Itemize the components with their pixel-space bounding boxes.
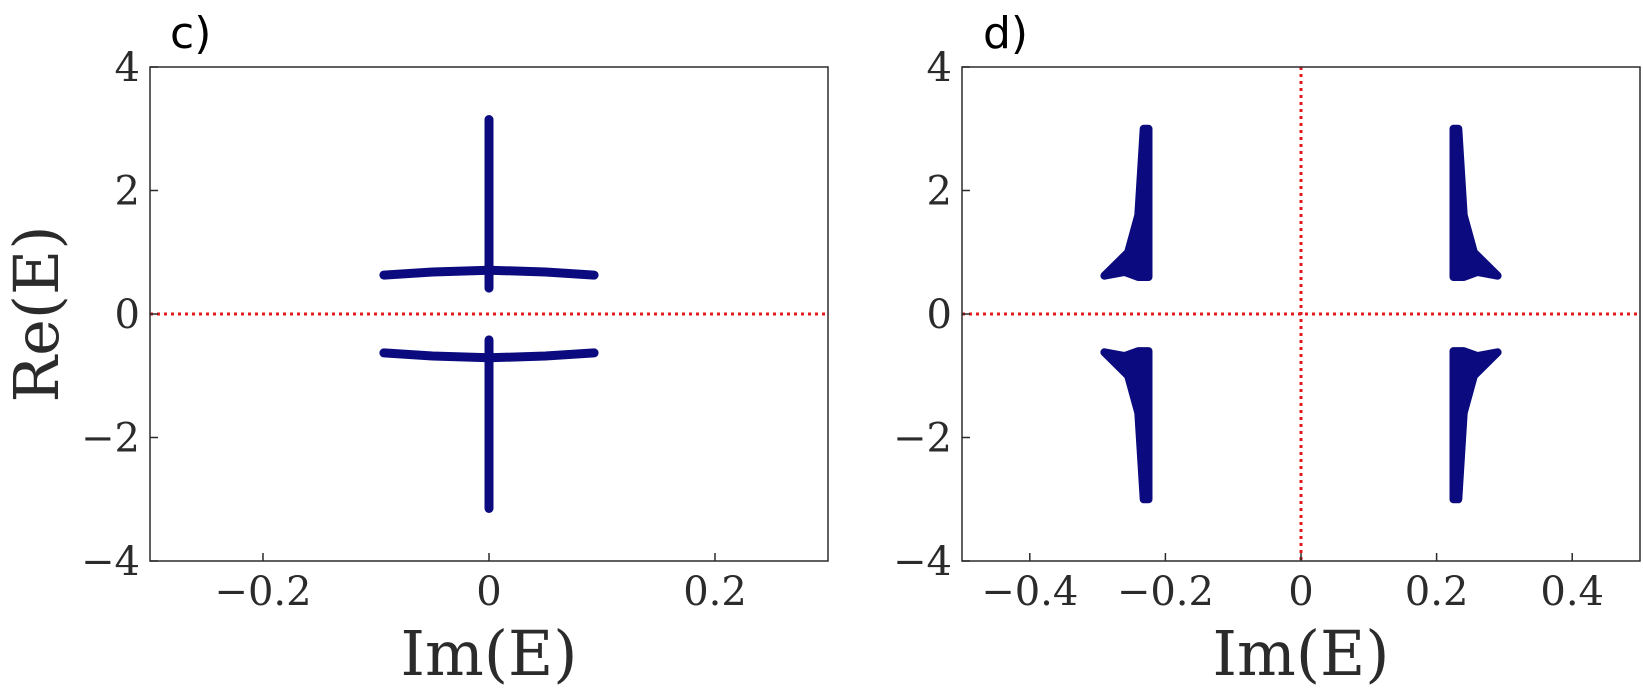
x-tick-label: 0.2 — [1405, 569, 1469, 615]
x-tick-label: 0.2 — [683, 569, 747, 615]
data-region-3 — [1100, 347, 1153, 504]
data-region-0 — [1449, 124, 1502, 281]
y-tick-label: 0 — [115, 292, 140, 338]
y-tick-label: 2 — [927, 169, 952, 215]
y-tick-label: 0 — [927, 292, 952, 338]
x-axis-label: Im(E) — [1213, 617, 1390, 690]
x-tick-label: −0.2 — [1117, 569, 1214, 615]
y-tick-label: −2 — [893, 416, 952, 462]
chart-panel-2: −0.4 −0.2 0 0.2 0.4 −4 −2 0 2 4 Im(E) d) — [893, 8, 1641, 690]
y-axis-label: Re(E) — [0, 225, 73, 402]
y-tick-label: 4 — [115, 45, 140, 91]
data-region-1 — [1100, 124, 1153, 281]
x-tick-label: 0.4 — [1540, 569, 1604, 615]
x-tick-label: 0 — [476, 569, 501, 615]
y-tick-label: 4 — [927, 45, 952, 91]
panel-label: d) — [983, 8, 1028, 59]
y-tick-label: −2 — [81, 416, 140, 462]
data-region-2 — [1449, 347, 1502, 504]
y-tick-label: −4 — [893, 539, 952, 585]
chart-panel-1: −0.2 0 0.2 −4 −2 0 2 4 Im(E) Re(E) c) — [0, 8, 829, 690]
x-tick-label: −0.4 — [981, 569, 1078, 615]
x-tick-label: −0.2 — [214, 569, 311, 615]
x-tick-label: 0 — [1288, 569, 1313, 615]
y-tick-label: −4 — [81, 539, 140, 585]
x-axis-label: Im(E) — [401, 617, 578, 690]
panel-label: c) — [170, 8, 211, 59]
y-tick-label: 2 — [115, 169, 140, 215]
